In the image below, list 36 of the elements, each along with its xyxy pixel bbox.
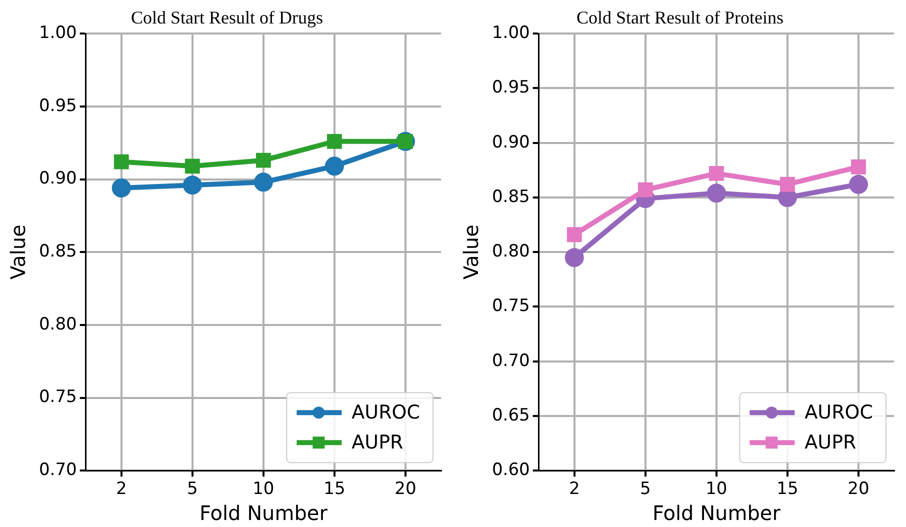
y-tick-label: 0.85 bbox=[38, 242, 77, 262]
x-axis-title: Fold Number bbox=[199, 501, 328, 526]
legend-label: AUROC bbox=[352, 402, 420, 424]
y-tick-label: 0.75 bbox=[38, 387, 77, 408]
y-tick-label: 0.70 bbox=[38, 460, 77, 480]
y-tick-label: 0.80 bbox=[492, 242, 530, 262]
y-tick-label: 0.65 bbox=[492, 405, 530, 426]
x-tick-label: 10 bbox=[252, 479, 274, 500]
x-tick-label: 5 bbox=[640, 479, 651, 500]
chart-title: Cold Start Result of Drugs bbox=[131, 8, 323, 28]
y-tick-label: 1.00 bbox=[492, 23, 530, 44]
x-tick-label: 2 bbox=[116, 479, 127, 500]
y-tick-label: 0.95 bbox=[492, 78, 530, 98]
y-axis-title: Value bbox=[6, 224, 30, 280]
x-tick-label: 15 bbox=[776, 479, 798, 500]
x-axis-title: Fold Number bbox=[652, 501, 782, 526]
y-tick-label: 0.95 bbox=[38, 96, 77, 116]
y-axis-title: Value bbox=[459, 224, 484, 280]
x-tick-label: 15 bbox=[324, 479, 346, 500]
y-tick-label: 0.80 bbox=[38, 314, 77, 334]
x-tick-label: 20 bbox=[394, 479, 416, 500]
x-tick-label: 10 bbox=[706, 479, 728, 500]
x-tick-label: 20 bbox=[848, 479, 870, 500]
y-tick-label: 0.60 bbox=[492, 460, 530, 480]
y-tick-label: 0.90 bbox=[492, 132, 530, 152]
x-tick-label: 2 bbox=[568, 479, 580, 500]
legend-label: AUROC bbox=[804, 402, 873, 424]
y-tick-label: 0.85 bbox=[492, 186, 530, 207]
y-tick-label: 0.75 bbox=[492, 296, 530, 316]
legend-label: AUPR bbox=[804, 432, 856, 454]
y-tick-label: 0.90 bbox=[38, 168, 77, 189]
legend-label: AUPR bbox=[352, 432, 404, 454]
x-tick-label: 5 bbox=[186, 479, 198, 500]
chart-title: Cold Start Result of Proteins bbox=[576, 8, 784, 28]
y-tick-label: 0.70 bbox=[492, 350, 530, 371]
y-tick-label: 1.00 bbox=[38, 23, 77, 44]
